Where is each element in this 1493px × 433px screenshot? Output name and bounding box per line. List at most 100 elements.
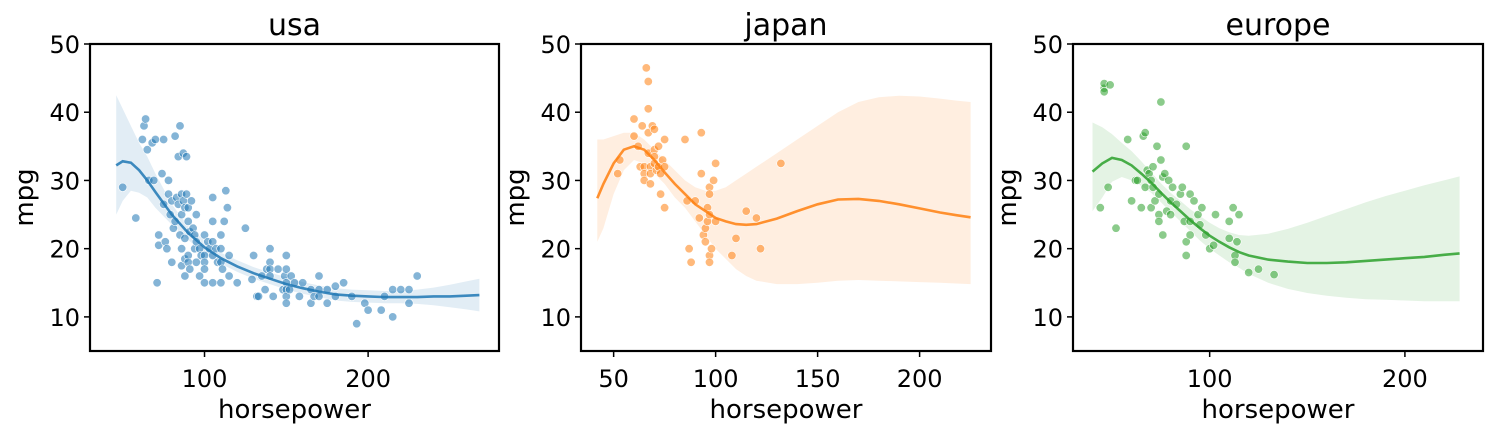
- scatter-point: [222, 203, 232, 213]
- scatter-point: [388, 285, 398, 295]
- scatter-point: [265, 244, 275, 254]
- scatter-point: [1181, 141, 1191, 151]
- scatter-point: [216, 244, 226, 254]
- scatter-point: [1105, 80, 1115, 90]
- scatter-point: [240, 223, 250, 233]
- chart-title: europe: [1226, 8, 1331, 43]
- y-axis-label: mpg: [10, 168, 40, 226]
- scatter-point: [613, 169, 623, 179]
- y-tick-label: 50: [49, 31, 80, 59]
- scatter-point: [152, 278, 162, 288]
- y-tick-label: 30: [1032, 167, 1063, 195]
- scatter-point: [1230, 257, 1240, 267]
- scatter-point: [200, 264, 210, 274]
- scatter-point: [162, 244, 172, 254]
- scatter-point: [208, 193, 218, 203]
- scatter-point: [186, 196, 196, 206]
- scatter-point: [1254, 264, 1264, 274]
- scatter-point: [1224, 216, 1234, 226]
- scatter-point: [1111, 223, 1121, 233]
- scatter-point: [170, 131, 180, 141]
- y-tick-label: 50: [540, 31, 571, 59]
- scatter-point: [1154, 216, 1164, 226]
- chart-panel-europe: 100 200 10 20 30 40 50 europe horsepower mpg: [993, 8, 1485, 425]
- scatter-point: [182, 189, 192, 199]
- scatter-point: [185, 264, 195, 274]
- scatter-point: [314, 271, 324, 281]
- scatter-point: [219, 216, 229, 226]
- scatter-point: [706, 244, 716, 254]
- y-tick-label: 10: [1032, 304, 1063, 332]
- scatter-point: [376, 305, 386, 315]
- scatter-point: [1099, 87, 1109, 97]
- scatter-point: [180, 233, 190, 243]
- fit-curve: [1091, 156, 1460, 265]
- scatter-point: [183, 216, 193, 226]
- y-tick-label: 50: [1032, 31, 1063, 59]
- scatter-point: [1193, 210, 1203, 220]
- scatter-point: [180, 271, 190, 281]
- scatter-point: [741, 206, 751, 216]
- chart-panel-japan: 50 100 150 200 10 20 30 40 50 japan horsepower mpg: [501, 8, 993, 425]
- scatter-point: [1166, 210, 1176, 220]
- scatter-point: [254, 291, 264, 301]
- scatter-point: [177, 244, 187, 254]
- scatter-point: [1211, 210, 1221, 220]
- x-tick-label: 100: [693, 365, 739, 393]
- scatter-point: [1228, 203, 1238, 213]
- scatter-point: [1189, 196, 1199, 206]
- scatter-point: [751, 213, 761, 223]
- scatter-point: [1197, 203, 1207, 213]
- confidence-band: [116, 95, 480, 312]
- y-tick-label: 40: [1032, 99, 1063, 127]
- y-axis-label: mpg: [993, 168, 1023, 226]
- scatter-point: [314, 291, 324, 301]
- scatter-point: [1224, 233, 1234, 243]
- scatter-point: [684, 244, 694, 254]
- scatter-point: [224, 271, 234, 281]
- scatter-point: [150, 135, 160, 145]
- scatter-point: [208, 278, 218, 288]
- scatter-point: [247, 274, 257, 284]
- scatter-point: [1156, 97, 1166, 107]
- x-tick-label: 150: [795, 365, 841, 393]
- chart-title: japan: [743, 8, 827, 43]
- scatter-point: [629, 131, 639, 141]
- confidence-band: [1092, 122, 1460, 302]
- scatter-point: [142, 145, 152, 155]
- scatter-point: [216, 230, 226, 240]
- scatter-point: [1148, 162, 1158, 172]
- scatter-point: [157, 169, 167, 179]
- scatter-point: [660, 135, 670, 145]
- y-tick-label: 30: [540, 167, 571, 195]
- y-tick-label: 40: [49, 99, 80, 127]
- scatter-point: [281, 264, 291, 274]
- scatter-point: [653, 141, 663, 151]
- scatter-point: [680, 135, 690, 145]
- scatter-point: [1132, 175, 1142, 185]
- scatter-point: [191, 210, 201, 220]
- x-axis-label: horsepower: [710, 395, 863, 425]
- x-tick-label: 100: [182, 365, 228, 393]
- scatter-point: [649, 124, 659, 134]
- scatter-point: [643, 77, 653, 87]
- x-tick-label: 50: [598, 365, 629, 393]
- scatter-point: [1123, 135, 1133, 145]
- x-tick-label: 100: [1187, 365, 1233, 393]
- y-tick-label: 10: [49, 304, 80, 332]
- scatter-point: [159, 135, 169, 145]
- scatter-point: [1127, 196, 1137, 206]
- scatter-point: [1269, 270, 1279, 280]
- scatter-point: [731, 233, 741, 243]
- x-tick-label: 200: [345, 365, 391, 393]
- y-tick-label: 20: [540, 236, 571, 264]
- scatter-point: [363, 305, 373, 315]
- scatter-point: [1095, 203, 1105, 213]
- scatter-point: [200, 278, 210, 288]
- scatter-point: [396, 285, 406, 295]
- scatter-point: [141, 114, 151, 124]
- scatter-point: [322, 298, 332, 308]
- plot-frame: [88, 42, 501, 353]
- chart-title: usa: [268, 8, 321, 43]
- scatter-point: [700, 237, 710, 247]
